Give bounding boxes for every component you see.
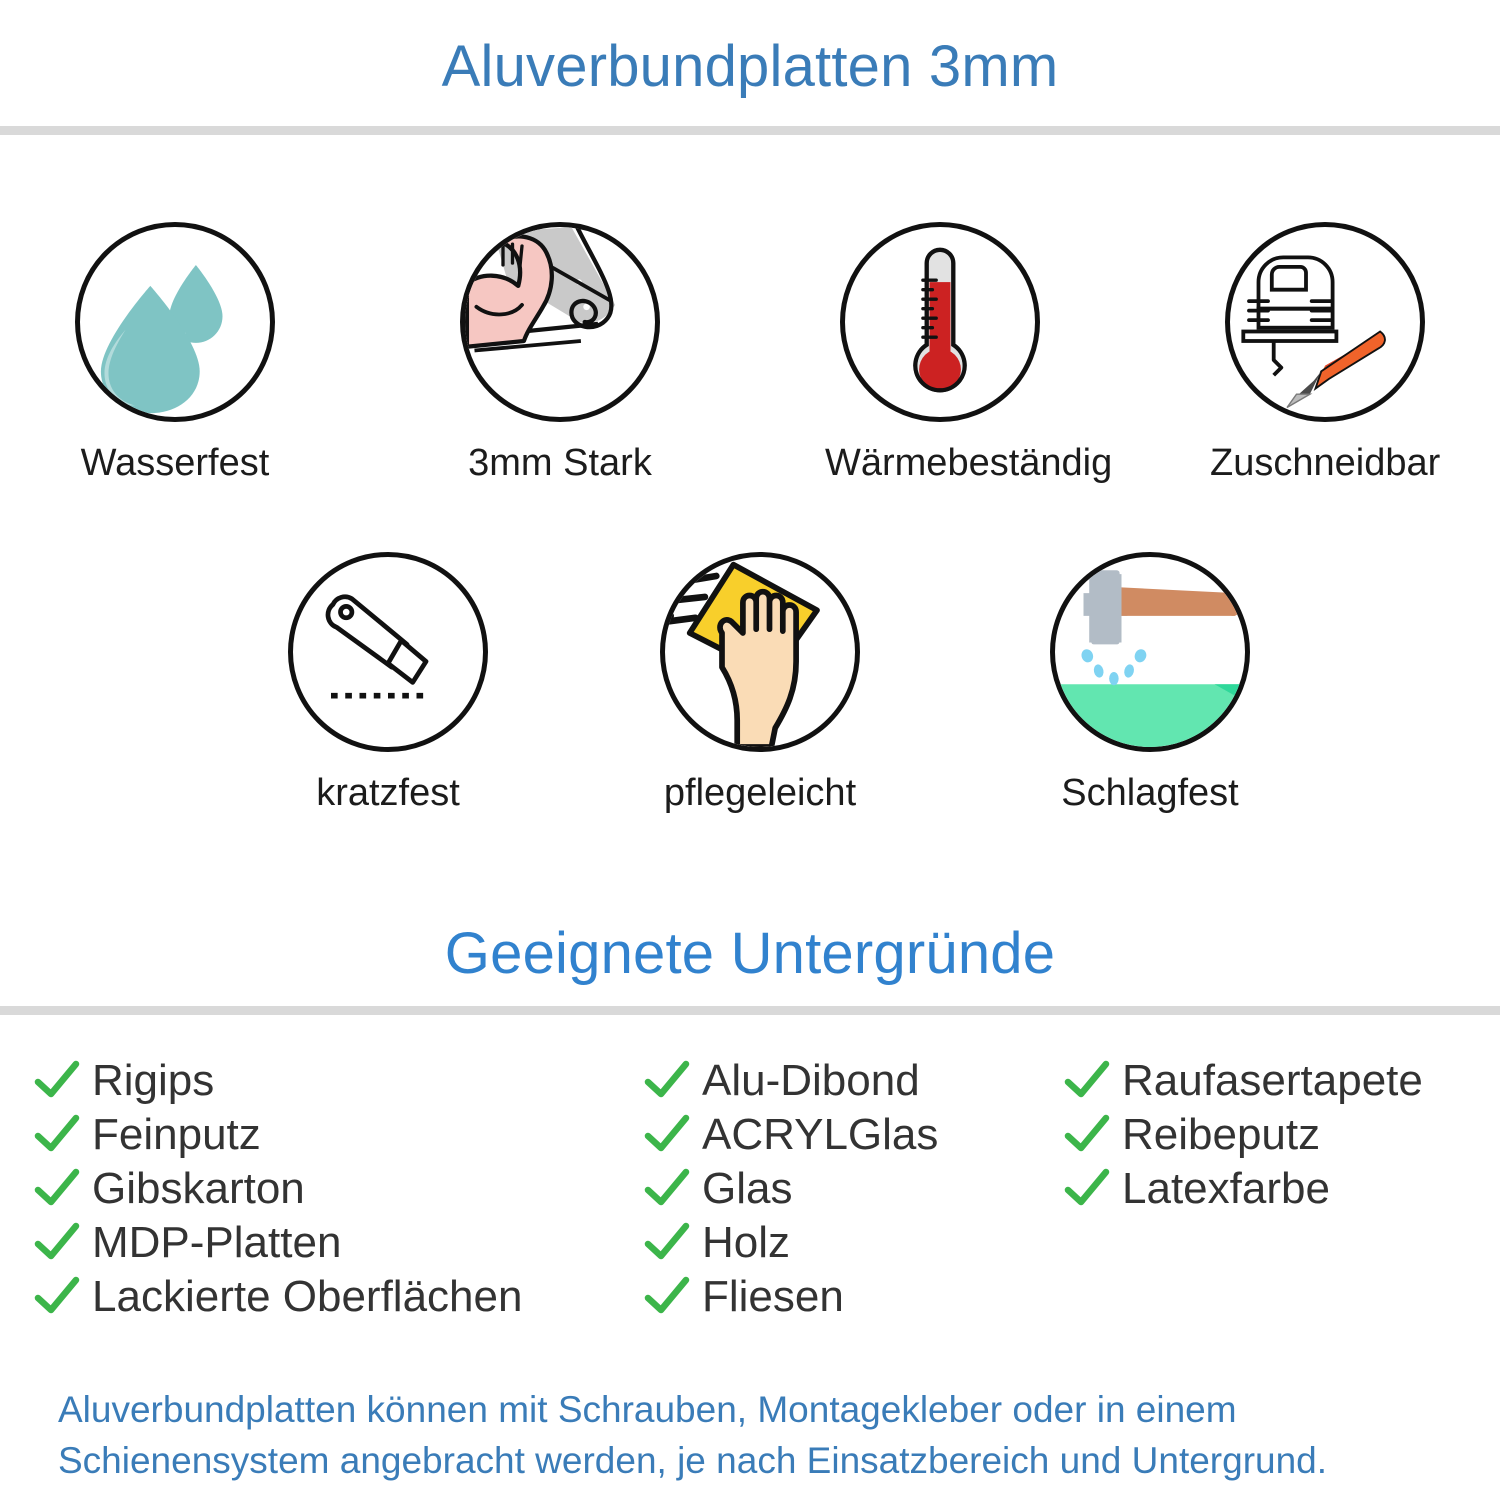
list-item: Rigips [34, 1055, 644, 1107]
check-icon [644, 1114, 690, 1156]
list-item: Feinputz [34, 1109, 644, 1161]
list-item: Fliesen [644, 1271, 1064, 1323]
feature-label: pflegeleicht [663, 772, 857, 814]
feature-label: 3mm Stark [468, 442, 652, 484]
list-item-label: Feinputz [92, 1110, 261, 1159]
substrate-column: Raufasertapete Reibeputz Latexfarbe [1064, 1055, 1474, 1217]
feature-schlagfest: Schlagfest [1035, 552, 1265, 814]
feature-badge-circle [288, 552, 488, 752]
divider-middle [0, 1006, 1500, 1015]
feature-badge-circle [1225, 222, 1425, 422]
substrate-list: Rigips Feinputz Gibskarton MDP-Platten [34, 1055, 1474, 1325]
feature-badge-circle [1050, 552, 1250, 752]
check-icon [34, 1114, 80, 1156]
list-item: Alu-Dibond [644, 1055, 1064, 1107]
check-icon [1064, 1060, 1110, 1102]
substrates-heading: Geeignete Untergründe [444, 921, 1056, 986]
list-item: ACRYLGlas [644, 1109, 1064, 1161]
substrate-column: Alu-Dibond ACRYLGlas Glas Holz [644, 1055, 1064, 1325]
check-icon [34, 1168, 80, 1210]
list-item-label: Gibskarton [92, 1164, 305, 1213]
list-item: Gibskarton [34, 1163, 644, 1215]
list-item-label: Holz [702, 1218, 791, 1267]
list-item-label: ACRYLGlas [702, 1110, 939, 1159]
check-icon [644, 1276, 690, 1318]
check-icon [644, 1222, 690, 1264]
divider-top [0, 126, 1500, 135]
list-item: Latexfarbe [1064, 1163, 1474, 1215]
feature-waermebestaendig: Wärmebeständig [825, 222, 1113, 484]
check-icon [1064, 1114, 1110, 1156]
list-item-label: Fliesen [702, 1272, 844, 1321]
footer-note: Aluverbundplatten können mit Schrauben, … [58, 1389, 1328, 1482]
feature-3mm-stark: 3mm Stark [445, 222, 675, 484]
feature-badge-circle [460, 222, 660, 422]
feature-label: kratzfest [316, 772, 460, 814]
page-title: Aluverbundplatten 3mm [441, 34, 1059, 99]
list-item-label: Rigips [92, 1056, 215, 1105]
check-icon [34, 1060, 80, 1102]
check-icon [34, 1222, 80, 1264]
list-item: Reibeputz [1064, 1109, 1474, 1161]
list-item: Raufasertapete [1064, 1055, 1474, 1107]
feature-badge-circle [840, 222, 1040, 422]
substrate-column: Rigips Feinputz Gibskarton MDP-Platten [34, 1055, 644, 1325]
feature-pflegeleicht: pflegeleicht [645, 552, 875, 814]
list-item: Lackierte Oberflächen [34, 1271, 644, 1323]
list-item: Glas [644, 1163, 1064, 1215]
list-item-label: Reibeputz [1122, 1110, 1321, 1159]
feature-badge-circle [75, 222, 275, 422]
check-icon [34, 1276, 80, 1318]
check-icon [1064, 1168, 1110, 1210]
list-item-label: Latexfarbe [1122, 1164, 1330, 1213]
feature-wasserfest: Wasserfest [60, 222, 290, 484]
feature-label: Schlagfest [1061, 772, 1239, 814]
list-item: MDP-Platten [34, 1217, 644, 1269]
list-item-label: MDP-Platten [92, 1218, 342, 1267]
feature-label: Wasserfest [80, 442, 270, 484]
list-item-label: Alu-Dibond [702, 1056, 920, 1105]
list-item-label: Raufasertapete [1122, 1056, 1423, 1105]
feature-kratzfest: kratzfest [273, 552, 503, 814]
feature-zuschneidbar: Zuschneidbar [1210, 222, 1440, 484]
check-icon [644, 1168, 690, 1210]
list-item: Holz [644, 1217, 1064, 1269]
feature-badge-circle [660, 552, 860, 752]
feature-label: Wärmebeständig [825, 442, 1113, 484]
feature-label: Zuschneidbar [1210, 442, 1441, 484]
check-icon [644, 1060, 690, 1102]
list-item-label: Glas [702, 1164, 793, 1213]
list-item-label: Lackierte Oberflächen [92, 1272, 523, 1321]
